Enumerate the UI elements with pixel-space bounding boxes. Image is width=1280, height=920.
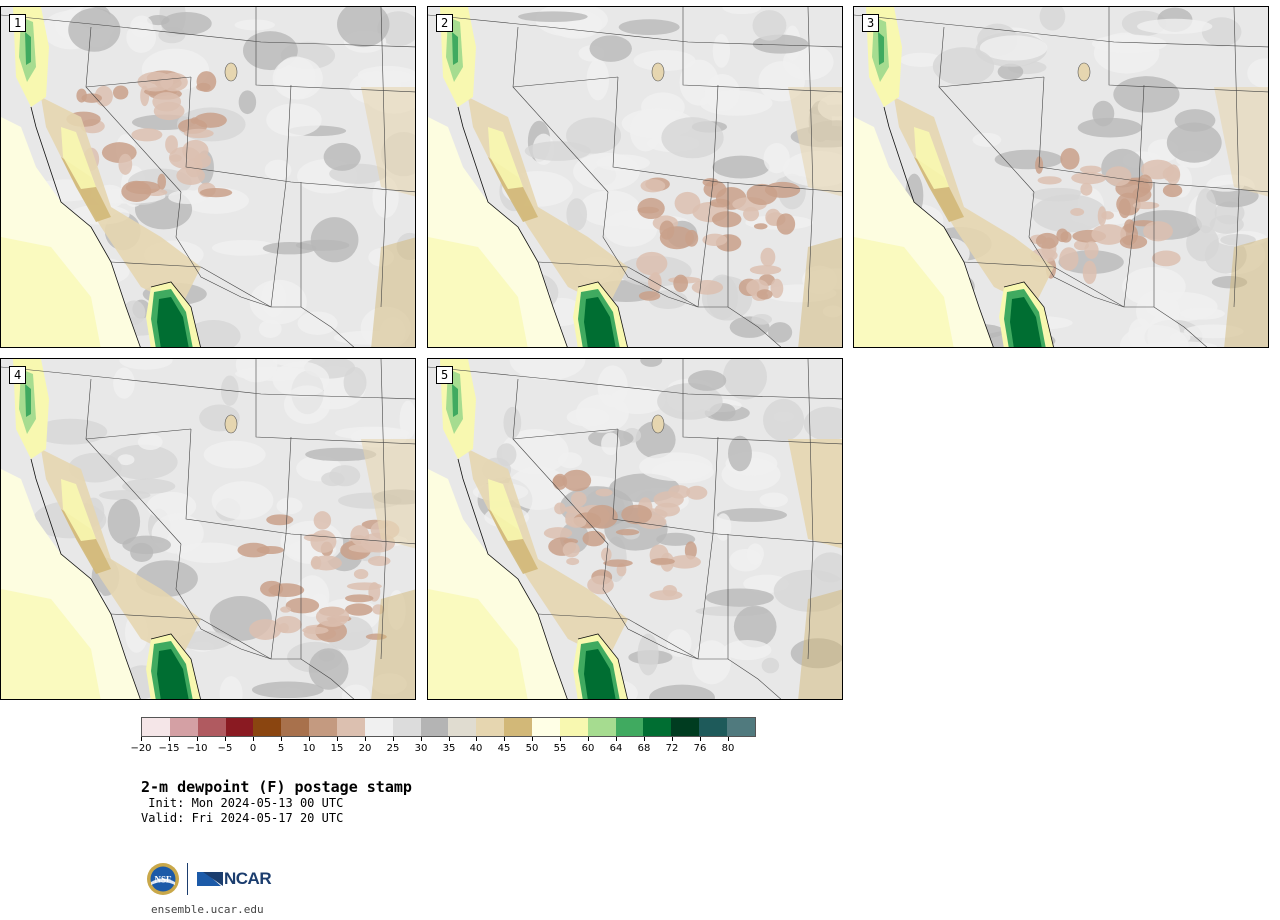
colorbar-tick-label: 60 [581,743,595,754]
colorbar-swatch [281,718,310,736]
ncar-logo-icon: NCAR [197,868,277,890]
colorbar-tick-label: −15 [158,743,180,754]
colorbar-swatch [253,718,282,736]
colorbar-tick-label: −20 [130,743,152,754]
colorbar-tick-labels: −20 −15 −10 −5 0 5 10 15 20 25 30 35 40 45 50 55 60 64 68 7… [130,737,756,757]
colorbar-tick-label: 5 [277,743,285,754]
colorbar-swatch [587,718,616,736]
colorbar-swatch [392,718,421,736]
colorbar-tick-label: 50 [525,743,539,754]
colorbar-tick-label: 40 [469,743,483,754]
colorbar-tick [337,737,338,741]
colorbar-swatch [309,718,338,736]
logo-divider [187,863,188,895]
dewpoint-map-4 [1,359,415,699]
colorbar-tick-label: −5 [217,743,233,754]
colorbar-tick-label: 15 [330,743,344,754]
colorbar-tick [225,737,226,741]
colorbar-swatch [448,718,477,736]
colorbar-swatch [476,718,505,736]
footer-url: ensemble.ucar.edu [151,903,264,916]
colorbar-tick [728,737,729,741]
colorbar-tick-label: 0 [249,743,257,754]
colorbar-tick [169,737,170,741]
colorbar-tick-label: 35 [442,743,456,754]
ncar-logo-text: NCAR [224,869,272,888]
sponsor-logos: NSF NCAR [144,860,284,900]
colorbar-tick-label: 80 [721,743,735,754]
panel-number: 4 [9,366,27,384]
ensemble-member-panel-1: 1 [0,6,416,348]
colorbar-swatch [671,718,700,736]
nsf-logo-icon: NSF [147,863,179,895]
colorbar-tick-label: 72 [665,743,679,754]
ensemble-member-panel-4: 4 [0,358,416,700]
colorbar-tick-label: 64 [609,743,623,754]
colorbar-swatch [420,718,449,736]
init-time: Init: Mon 2024-05-13 00 UTC [141,796,344,810]
dewpoint-map-5 [428,359,842,699]
colorbar-swatch [169,718,198,736]
colorbar-tick-label: 30 [414,743,428,754]
panel-number: 5 [436,366,454,384]
colorbar-tick [532,737,533,741]
colorbar-swatch [504,718,533,736]
dewpoint-map-1 [1,7,415,347]
dewpoint-map-3 [854,7,1268,347]
colorbar-swatch [337,718,365,736]
dewpoint-colorbar [141,717,756,737]
ensemble-member-panel-3: 3 [853,6,1269,348]
colorbar-tick [560,737,561,741]
colorbar-tick-label: −10 [186,743,208,754]
colorbar-tick [393,737,394,741]
panel-number: 3 [862,14,880,32]
nsf-logo-text: NSF [154,875,172,885]
panel-number: 2 [436,14,454,32]
colorbar-swatch [532,718,560,736]
colorbar-tick [700,737,701,741]
colorbar-swatch [615,718,644,736]
colorbar-tick [141,737,142,741]
ensemble-member-panel-2: 2 [427,6,843,348]
colorbar-tick-label: 55 [553,743,567,754]
colorbar-tick-label: 10 [302,743,316,754]
colorbar-tick [644,737,645,741]
panel-number: 1 [9,14,27,32]
colorbar-tick [672,737,673,741]
colorbar-tick [504,737,505,741]
colorbar-swatch [643,718,672,736]
colorbar-swatch [364,718,393,736]
colorbar-tick [281,737,282,741]
colorbar-swatch [197,718,226,736]
dewpoint-map-2 [428,7,842,347]
colorbar-tick [421,737,422,741]
colorbar-tick [476,737,477,741]
colorbar-tick [449,737,450,741]
colorbar-swatch [225,718,254,736]
colorbar-tick [365,737,366,741]
colorbar-tick [197,737,198,741]
colorbar-tick-label: 68 [637,743,651,754]
colorbar-tick [588,737,589,741]
colorbar-tick [253,737,254,741]
colorbar-swatch [699,718,728,736]
colorbar-tick-label: 20 [358,743,372,754]
valid-time: Valid: Fri 2024-05-17 20 UTC [141,811,344,825]
colorbar-tick [309,737,310,741]
colorbar-tick [616,737,617,741]
colorbar-tick-label: 76 [693,743,707,754]
colorbar-tick-label: 25 [386,743,400,754]
chart-title: 2-m dewpoint (F) postage stamp [141,778,412,796]
colorbar-swatch [142,718,170,736]
colorbar-swatch [559,718,588,736]
ensemble-member-panel-5: 5 [427,358,843,700]
colorbar-tick-label: 45 [497,743,511,754]
colorbar-swatch [727,718,755,736]
